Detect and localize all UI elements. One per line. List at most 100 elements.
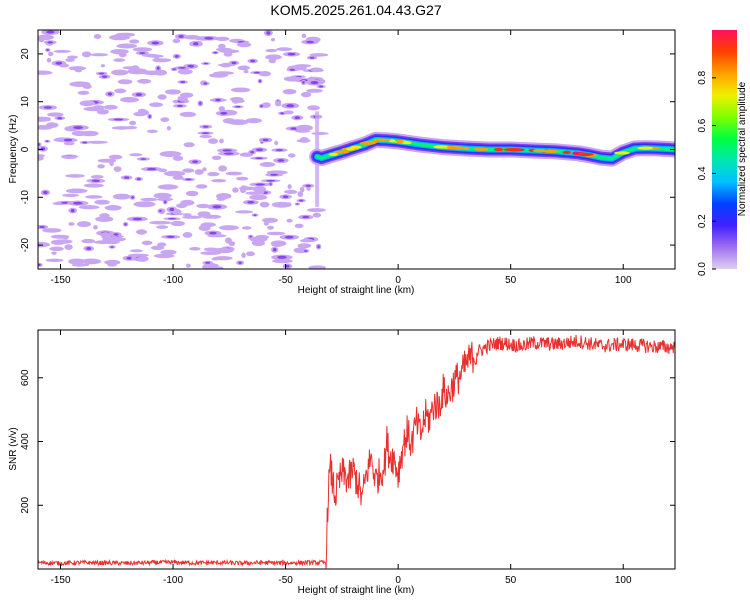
noise-blob <box>96 109 109 115</box>
noise-blob <box>141 240 153 246</box>
noise-blob <box>62 193 80 197</box>
noise-blob <box>104 205 122 211</box>
noise-blob-core <box>294 116 300 120</box>
snr-series-line <box>38 334 675 569</box>
noise-blob-core <box>296 203 299 205</box>
noise-blob <box>242 226 252 230</box>
noise-blob <box>211 179 227 183</box>
noise-blob <box>129 39 140 44</box>
ridge-hotspot <box>494 147 504 152</box>
noise-blob-core <box>266 179 276 182</box>
noise-blob <box>262 217 278 223</box>
noise-blob-core <box>318 85 324 88</box>
colorbar-tick-label: 0.0 <box>697 262 708 276</box>
noise-blob <box>207 172 220 177</box>
noise-blob <box>251 239 265 247</box>
noise-blob <box>180 92 194 98</box>
noise-blob <box>77 90 90 95</box>
noise-blob-core <box>253 71 260 74</box>
noise-blob <box>132 47 153 52</box>
noise-blob-core <box>46 48 49 52</box>
noise-blob <box>307 208 326 213</box>
noise-blob <box>122 66 140 70</box>
noise-blob-core <box>277 255 287 259</box>
noise-blob <box>100 64 105 68</box>
colorbar-tick-label: 0.8 <box>697 70 708 84</box>
spectrogram-x-tick-label: 100 <box>615 275 632 286</box>
noise-blob-core <box>73 126 83 130</box>
noise-blob-core <box>249 235 252 238</box>
noise-blob-core <box>124 223 127 226</box>
noise-blob <box>259 201 270 208</box>
noise-blob <box>283 110 294 115</box>
noise-blob <box>199 134 212 139</box>
noise-blob <box>208 138 219 144</box>
ridge-hotspot <box>333 150 350 154</box>
noise-blob <box>249 194 268 200</box>
spectrogram-x-tick-label: 50 <box>505 275 517 286</box>
noise-blob <box>218 43 226 50</box>
spectrogram-y-tick-label: -20 <box>20 237 31 252</box>
noise-blob <box>95 216 114 223</box>
noise-blob <box>47 112 64 117</box>
noise-blob <box>294 223 304 229</box>
noise-blob <box>194 169 204 175</box>
noise-blob <box>133 201 156 208</box>
noise-blob-core <box>255 183 265 186</box>
noise-blob <box>198 224 211 231</box>
noise-blob-core <box>43 190 48 195</box>
noise-blob-core <box>238 261 242 264</box>
noise-blob <box>219 49 240 54</box>
noise-blob <box>45 258 64 262</box>
snr-x-tick-label: 50 <box>505 575 517 586</box>
noise-blob <box>300 238 314 243</box>
noise-blob <box>65 58 75 62</box>
noise-blob <box>308 265 326 269</box>
noise-blob <box>93 34 102 39</box>
noise-blob <box>68 222 75 226</box>
noise-blob <box>172 38 181 44</box>
noise-blob <box>310 67 323 72</box>
spectrogram-y-axis-label: Frequency (Hz) <box>8 115 19 184</box>
noise-blob-core <box>317 245 320 249</box>
noise-blob <box>157 94 167 100</box>
noise-blob <box>295 129 311 133</box>
noise-blob-core <box>273 248 277 252</box>
noise-blob <box>113 58 126 62</box>
noise-blob <box>103 239 120 245</box>
noise-blob <box>67 55 78 59</box>
noise-blob <box>129 120 137 126</box>
noise-blob <box>111 69 129 76</box>
noise-blob <box>237 65 250 71</box>
noise-blob <box>182 213 192 217</box>
spectrogram-x-tick-label: 0 <box>395 275 401 286</box>
noise-blob-core <box>131 196 134 199</box>
noise-blob-core <box>258 79 262 83</box>
noise-blob <box>113 166 122 172</box>
noise-blob-core <box>212 205 222 209</box>
noise-blob-core <box>46 30 55 34</box>
ridge-hotspot <box>402 141 412 145</box>
noise-blob <box>265 48 278 53</box>
ridge-hotspot <box>328 152 339 156</box>
noise-blob <box>112 193 131 200</box>
noise-blob <box>153 192 172 199</box>
noise-blob <box>239 152 253 157</box>
noise-blob <box>266 231 286 236</box>
spectrogram-noise-field <box>38 30 329 269</box>
noise-blob-core <box>223 152 234 155</box>
noise-blob <box>284 190 291 194</box>
noise-blob <box>271 201 292 208</box>
noise-blob <box>82 84 92 89</box>
noise-blob-core <box>172 68 176 71</box>
snr-axes: -150 -100 -50 0 50 100 200 400 600 <box>20 330 675 586</box>
noise-blob-core <box>136 177 141 181</box>
noise-blob <box>235 176 249 181</box>
noise-blob <box>77 221 91 228</box>
ridge-hotspot <box>562 150 572 154</box>
ridge-hotspot <box>433 145 451 149</box>
noise-blob-core <box>82 141 88 144</box>
noise-blob <box>276 47 293 52</box>
